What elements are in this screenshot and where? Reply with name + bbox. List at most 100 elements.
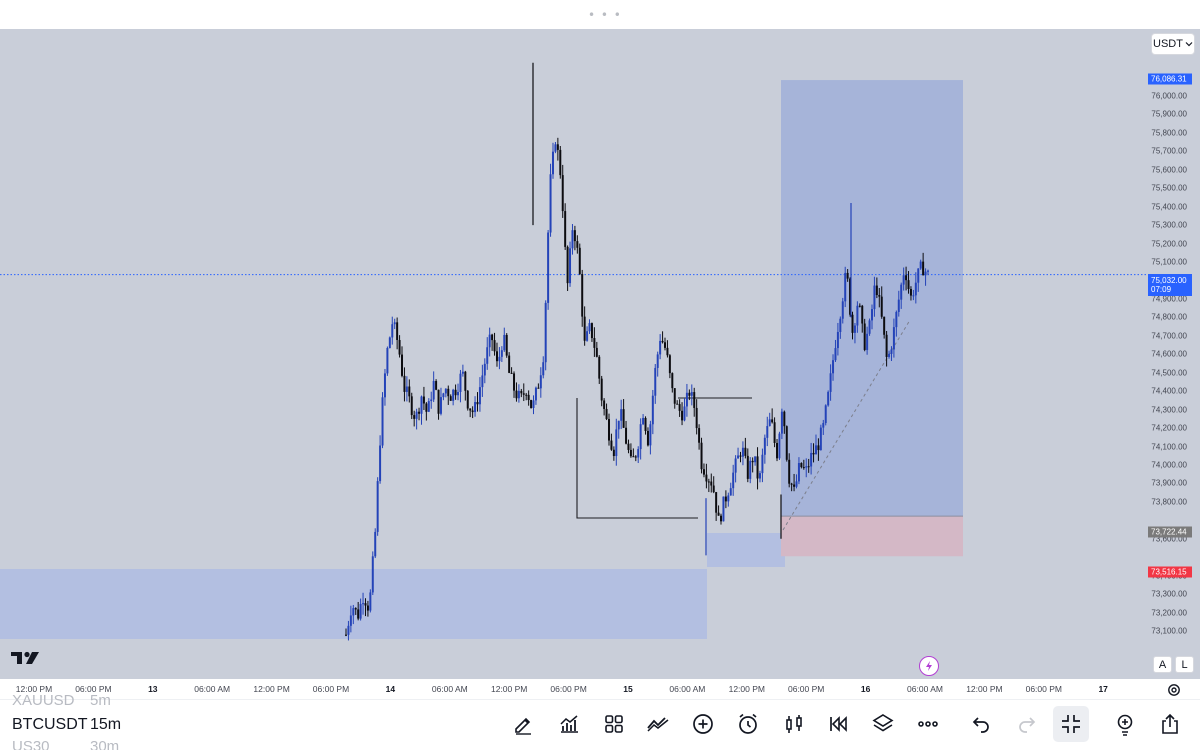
time-tick-label: 06:00 AM bbox=[907, 684, 943, 694]
undo-button[interactable] bbox=[966, 709, 996, 739]
candle-body bbox=[917, 268, 920, 283]
chart-type-button[interactable] bbox=[779, 709, 809, 739]
time-axis[interactable]: 12:00 PM 06:00 PM 13 06:00 AM 12:00 PM 06:00 … bbox=[0, 679, 1200, 699]
layouts-button[interactable] bbox=[599, 709, 629, 739]
candle-body bbox=[347, 625, 350, 635]
candle-body bbox=[413, 415, 416, 419]
add-icon bbox=[693, 714, 713, 734]
candle-body bbox=[388, 337, 391, 348]
candle-body bbox=[420, 396, 423, 414]
symbol-interval: 5m bbox=[90, 692, 111, 709]
tradingview-logo bbox=[11, 651, 39, 664]
gear-icon[interactable] bbox=[1166, 682, 1182, 698]
price-chart[interactable] bbox=[0, 29, 1200, 679]
add-button[interactable] bbox=[688, 709, 718, 739]
candle-body bbox=[839, 318, 842, 332]
candle-body bbox=[486, 347, 489, 364]
watchlist-item-active[interactable]: BTCUSDT 15m bbox=[12, 716, 121, 734]
compare-button[interactable] bbox=[643, 709, 673, 739]
candle-body bbox=[685, 392, 688, 407]
candle-body bbox=[683, 406, 686, 421]
candle-body bbox=[576, 241, 579, 248]
candle-body bbox=[605, 408, 608, 420]
candle-body bbox=[371, 556, 374, 593]
candle-body bbox=[527, 394, 530, 401]
watchlist-item-prev[interactable]: XAUUSD 5m bbox=[12, 692, 111, 709]
candle-body bbox=[924, 271, 927, 276]
candle-body bbox=[870, 309, 873, 321]
demand-zone-small bbox=[707, 533, 785, 567]
currency-select[interactable]: USDT bbox=[1151, 33, 1195, 55]
stop-price-tag: 73,516.15 bbox=[1148, 566, 1192, 578]
auto-scale-button[interactable]: A bbox=[1153, 656, 1172, 673]
candle-body bbox=[391, 324, 394, 338]
chart-area[interactable] bbox=[0, 29, 1200, 679]
candle-body bbox=[622, 409, 625, 428]
candle-body bbox=[544, 302, 547, 363]
price-tick-label: 74,100.00 bbox=[1151, 442, 1187, 452]
candle-body bbox=[639, 424, 642, 450]
candle-body bbox=[435, 381, 438, 390]
candle-body bbox=[844, 272, 847, 302]
candle-body bbox=[761, 454, 764, 474]
layers-button[interactable] bbox=[868, 709, 898, 739]
candle-body bbox=[491, 334, 494, 341]
time-tick-label: 14 bbox=[385, 684, 396, 694]
drawing-button[interactable] bbox=[508, 709, 538, 739]
candle-body bbox=[637, 449, 640, 458]
position-stop-zone bbox=[781, 516, 963, 557]
exit-fullscreen-button[interactable] bbox=[1053, 706, 1089, 742]
candle-body bbox=[520, 390, 523, 394]
redo-button[interactable] bbox=[1012, 709, 1042, 739]
candle-body bbox=[824, 405, 827, 424]
layouts-icon bbox=[605, 715, 623, 733]
indicators-button[interactable] bbox=[554, 709, 584, 739]
replay-button[interactable] bbox=[823, 709, 853, 739]
price-tick-label: 73,300.00 bbox=[1151, 589, 1187, 599]
candle-body bbox=[530, 400, 533, 408]
candle-body bbox=[522, 393, 525, 395]
log-scale-button[interactable]: L bbox=[1175, 656, 1194, 673]
candle-body bbox=[534, 387, 537, 401]
candle-body bbox=[515, 390, 518, 399]
candle-body bbox=[678, 404, 681, 411]
candle-body bbox=[834, 348, 837, 361]
symbol-interval: 30m bbox=[90, 738, 120, 750]
candle-body bbox=[503, 334, 506, 351]
candle-body bbox=[827, 391, 830, 406]
candle-body bbox=[532, 400, 535, 408]
candle-body bbox=[374, 531, 377, 557]
candle-body bbox=[432, 381, 435, 400]
candle-body bbox=[780, 411, 783, 434]
price-tick-label: 74,500.00 bbox=[1151, 368, 1187, 378]
drag-handle[interactable]: • • • bbox=[588, 8, 622, 22]
candle-body bbox=[403, 375, 406, 392]
alert-button[interactable] bbox=[733, 709, 763, 739]
price-tick-label: 75,600.00 bbox=[1151, 165, 1187, 175]
candle-body bbox=[439, 397, 442, 414]
candle-body bbox=[659, 340, 662, 355]
candle-body bbox=[422, 396, 425, 404]
price-tick-label: 75,700.00 bbox=[1151, 146, 1187, 156]
time-tick-label: 06:00 AM bbox=[194, 684, 231, 694]
share-button[interactable] bbox=[1155, 709, 1185, 739]
candle-body bbox=[895, 311, 898, 328]
price-tick-label: 75,800.00 bbox=[1151, 128, 1187, 138]
candle-body bbox=[763, 437, 766, 455]
candle-body bbox=[452, 389, 455, 401]
demand-zone bbox=[0, 569, 707, 639]
candle-body bbox=[766, 426, 769, 438]
candle-body bbox=[698, 428, 701, 443]
ideas-button[interactable] bbox=[1110, 709, 1140, 739]
lightning-icon[interactable] bbox=[919, 656, 939, 676]
price-axis[interactable]: 76,000.00 75,900.00 75,800.00 75,700.00 75,6… bbox=[1140, 29, 1200, 679]
candle-body bbox=[863, 323, 866, 350]
candle-body bbox=[593, 338, 596, 348]
more-button[interactable] bbox=[913, 709, 943, 739]
candle-body bbox=[695, 407, 698, 429]
price-tick-label: 73,800.00 bbox=[1151, 497, 1187, 507]
watchlist-item-next[interactable]: US30 30m bbox=[12, 738, 119, 750]
candle-body bbox=[369, 592, 372, 611]
time-tick-label: 12:00 PM bbox=[253, 684, 290, 694]
